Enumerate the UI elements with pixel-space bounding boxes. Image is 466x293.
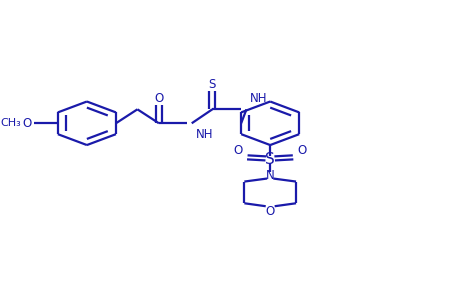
Text: N: N: [266, 169, 274, 182]
Text: S: S: [265, 152, 275, 167]
Text: O: O: [266, 205, 275, 218]
Text: O: O: [297, 144, 307, 157]
Text: NH: NH: [250, 92, 267, 105]
Text: O: O: [22, 117, 32, 130]
Text: S: S: [209, 78, 216, 91]
Text: O: O: [154, 92, 164, 105]
Text: CH₃: CH₃: [0, 118, 21, 128]
Text: NH: NH: [196, 128, 214, 141]
Text: O: O: [234, 144, 243, 157]
